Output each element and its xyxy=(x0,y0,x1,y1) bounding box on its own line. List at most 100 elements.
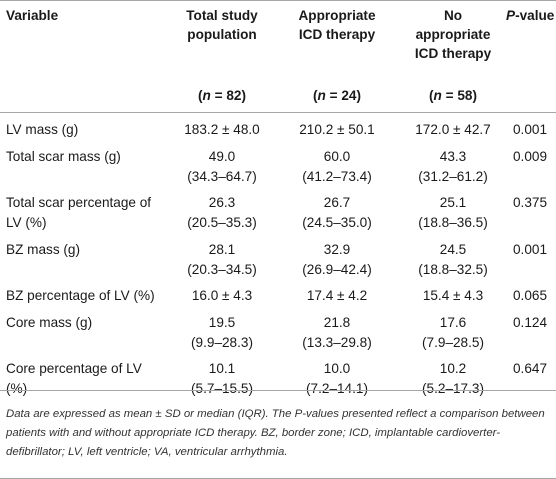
header-n-appropriate: (n = 24) xyxy=(313,88,361,103)
cell-total-line: (5.7–15.5) xyxy=(191,381,253,396)
table-body-bottom-rule xyxy=(0,390,556,391)
cell-total: 28.1 (20.3–34.5) xyxy=(176,240,268,280)
cell-variable: Core percentage of LV (%) xyxy=(6,359,176,399)
cell-total-line: (20.5–35.3) xyxy=(187,215,257,230)
table-row: Total scar percentage of LV (%) 26.3 (20.5–… xyxy=(0,193,556,233)
cell-no-appropriate-line: 43.3 xyxy=(439,149,467,164)
header-p-suffix: -value xyxy=(515,8,555,23)
table-row: Core mass (g) 19.5 (9.9–28.3) 21.8 (13.3–29.… xyxy=(0,313,556,353)
cell-total: 10.1 (5.7–15.5) xyxy=(176,359,268,399)
cell-no-appropriate-line: (18.8–32.5) xyxy=(418,262,488,277)
cell-p-value: 0.001 xyxy=(512,242,548,257)
header-appropriate-line: Appropriate xyxy=(298,8,376,23)
header-no-appropriate-icd: No appropriate ICD therapy xyxy=(394,6,512,63)
header-total-line: population xyxy=(187,27,257,42)
cell-total-line: 10.1 xyxy=(208,361,236,376)
cell-total-line: 49.0 xyxy=(208,149,236,164)
cell-variable: Total scar percentage of LV (%) xyxy=(6,193,176,233)
header-no-line: appropriate xyxy=(415,27,491,42)
cell-p-value: 0.647 xyxy=(512,361,548,376)
cell-no-appropriate: 25.1 (18.8–36.5) xyxy=(398,193,508,233)
cell-total: 26.3 (20.5–35.3) xyxy=(176,193,268,233)
cell-variable: LV mass (g) xyxy=(6,120,176,140)
cell-variable-line: Total scar percentage of xyxy=(6,195,152,210)
cell-variable-line: BZ percentage of LV (%) xyxy=(6,288,155,303)
cell-total: 16.0 ± 4.3 xyxy=(176,286,268,306)
cell-p-value: 0.001 xyxy=(512,122,548,137)
header-no-line: ICD therapy xyxy=(414,46,492,61)
header-bottom-rule xyxy=(0,112,556,113)
cell-total-line: (34.3–64.7) xyxy=(187,169,257,184)
cell-no-appropriate-line: (31.2–61.2) xyxy=(418,169,488,184)
cell-appropriate: 60.0 (41.2–73.4) xyxy=(286,147,388,187)
header-n-total: (n = 82) xyxy=(198,88,246,103)
table-top-rule xyxy=(0,0,556,1)
table-row: Core percentage of LV (%) 10.1 (5.7–15.5) 10… xyxy=(0,359,556,399)
cell-no-appropriate: 43.3 (31.2–61.2) xyxy=(398,147,508,187)
cell-total: 183.2 ± 48.0 xyxy=(176,120,268,140)
cell-appropriate-line: (7.2–14.1) xyxy=(306,381,368,396)
header-p-letter: P xyxy=(506,8,516,23)
cell-total-line: 16.0 ± 4.3 xyxy=(191,288,253,303)
cell-appropriate-line: (24.5–35.0) xyxy=(302,215,372,230)
cell-p-value: 0.124 xyxy=(512,315,548,330)
cell-no-appropriate-line: 10.2 xyxy=(439,361,467,376)
cell-no-appropriate-line: 15.4 ± 4.3 xyxy=(422,288,484,303)
header-total-study-population: Total study population xyxy=(170,6,274,44)
table-footnote: Data are expressed as mean ± SD or media… xyxy=(6,408,545,458)
cell-no-appropriate: 172.0 ± 42.7 xyxy=(398,120,508,140)
cell-p-value: 0.375 xyxy=(512,195,548,210)
cell-appropriate-line: 32.9 xyxy=(323,242,351,257)
cell-appropriate: 10.0 (7.2–14.1) xyxy=(286,359,388,399)
cell-no-appropriate-line: 172.0 ± 42.7 xyxy=(415,122,491,137)
table-row: LV mass (g) 183.2 ± 48.0 210.2 ± 50.1 172.0… xyxy=(0,120,556,160)
cell-no-appropriate-line: (7.9–28.5) xyxy=(422,335,484,350)
cell-no-appropriate: 10.2 (5.2–17.3) xyxy=(398,359,508,399)
cell-no-appropriate: 15.4 ± 4.3 xyxy=(398,286,508,306)
cell-no-appropriate-line: (5.2–17.3) xyxy=(422,381,484,396)
cell-appropriate-line: (13.3–29.8) xyxy=(302,335,372,350)
cell-appropriate-line: 21.8 xyxy=(323,315,351,330)
table-row: BZ percentage of LV (%) 16.0 ± 4.3 17.4 ± … xyxy=(0,286,556,326)
header-no-line: No xyxy=(443,8,463,23)
header-appropriate-icd: Appropriate ICD therapy xyxy=(284,6,390,44)
cell-variable: Total scar mass (g) xyxy=(6,147,176,167)
cell-variable-line: LV mass (g) xyxy=(6,122,79,137)
header-p-value: P-value xyxy=(506,6,554,25)
header-total-line: Total study xyxy=(186,8,258,23)
cell-variable: Core mass (g) xyxy=(6,313,176,333)
cell-appropriate: 21.8 (13.3–29.8) xyxy=(286,313,388,353)
table-header: Variable Total study population Appropri… xyxy=(0,6,556,106)
cell-variable: BZ percentage of LV (%) xyxy=(6,286,176,306)
cell-variable: BZ mass (g) xyxy=(6,240,176,260)
cell-variable-line: BZ mass (g) xyxy=(6,242,81,257)
table-row: BZ mass (g) 28.1 (20.3–34.5) 32.9 (26.9–42.4… xyxy=(0,240,556,280)
cell-total: 19.5 (9.9–28.3) xyxy=(176,313,268,353)
cell-appropriate-line: 17.4 ± 4.2 xyxy=(306,288,368,303)
cell-no-appropriate-line: 24.5 xyxy=(439,242,467,257)
cell-appropriate-line: (26.9–42.4) xyxy=(302,262,372,277)
cell-total: 49.0 (34.3–64.7) xyxy=(176,147,268,187)
cell-appropriate: 17.4 ± 4.2 xyxy=(286,286,388,306)
cell-appropriate: 210.2 ± 50.1 xyxy=(286,120,388,140)
cell-appropriate: 26.7 (24.5–35.0) xyxy=(286,193,388,233)
cell-appropriate-line: 210.2 ± 50.1 xyxy=(299,122,375,137)
header-appropriate-line: ICD therapy xyxy=(298,27,376,42)
cell-appropriate-line: (41.2–73.4) xyxy=(302,169,372,184)
header-n-no-appropriate: (n = 58) xyxy=(429,88,477,103)
table-row: Total scar mass (g) 49.0 (34.3–64.7) 60.0 (4… xyxy=(0,147,556,187)
cell-no-appropriate: 17.6 (7.9–28.5) xyxy=(398,313,508,353)
cell-variable-line: (%) xyxy=(6,381,28,396)
cell-total-line: 19.5 xyxy=(208,315,236,330)
cell-variable-line: Core percentage of LV xyxy=(6,361,142,376)
cell-total-line: (20.3–34.5) xyxy=(187,262,257,277)
cell-total-line: 28.1 xyxy=(208,242,236,257)
cell-p-value: 0.065 xyxy=(512,288,548,303)
header-variable: Variable xyxy=(6,8,59,23)
cell-no-appropriate-line: (18.8–36.5) xyxy=(418,215,488,230)
cell-appropriate: 32.9 (26.9–42.4) xyxy=(286,240,388,280)
cell-variable-line: LV (%) xyxy=(6,215,47,230)
cell-no-appropriate-line: 17.6 xyxy=(439,315,467,330)
cell-appropriate-line: 26.7 xyxy=(323,195,351,210)
cell-total-line: (9.9–28.3) xyxy=(191,335,253,350)
